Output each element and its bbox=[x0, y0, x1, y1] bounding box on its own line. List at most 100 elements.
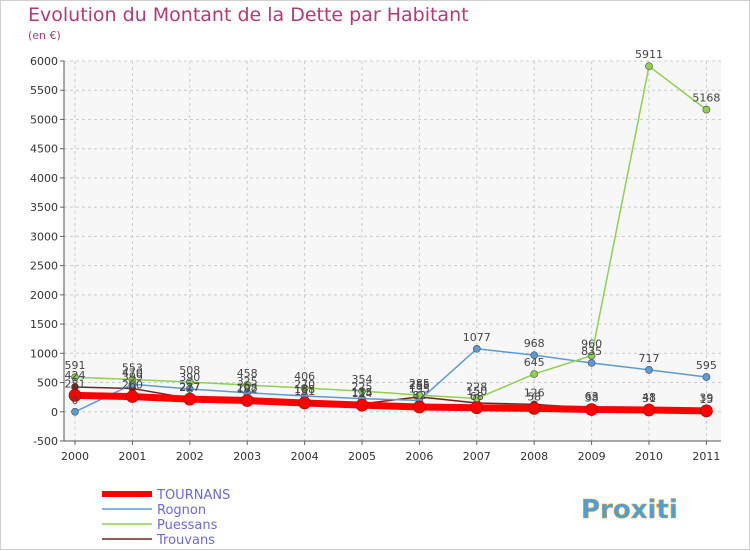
data-point bbox=[183, 392, 197, 406]
data-label: 5168 bbox=[692, 92, 720, 105]
series-rognon bbox=[71, 344, 711, 416]
data-label: 960 bbox=[581, 338, 602, 351]
data-label: 591 bbox=[65, 359, 86, 372]
y-tick-label: 2500 bbox=[30, 260, 58, 273]
data-label: 595 bbox=[696, 359, 717, 372]
data-label: 114 bbox=[352, 387, 373, 400]
grid bbox=[64, 60, 721, 442]
y-tick-label: 3000 bbox=[30, 230, 58, 243]
data-point bbox=[702, 373, 711, 381]
legend-item: Puessans bbox=[102, 518, 218, 533]
legend-item: Rognon bbox=[102, 503, 206, 518]
data-label: 150 bbox=[466, 385, 487, 398]
data-label: 717 bbox=[639, 352, 660, 365]
data-label: 15 bbox=[699, 393, 713, 406]
data-label: 0 bbox=[72, 394, 79, 407]
data-label: 285 bbox=[409, 377, 430, 390]
y-tick-label: -500 bbox=[33, 435, 58, 448]
data-point bbox=[470, 401, 484, 415]
data-label: 68 bbox=[470, 390, 484, 403]
legend-label: Puessans bbox=[157, 518, 218, 533]
data-label: 217 bbox=[179, 381, 200, 394]
y-tick-label: 5500 bbox=[30, 84, 58, 97]
data-label: 835 bbox=[581, 345, 602, 358]
data-label: 188 bbox=[294, 383, 315, 396]
x-tick-label: 2001 bbox=[118, 450, 146, 463]
data-label: 645 bbox=[524, 356, 545, 369]
data-point bbox=[645, 366, 653, 374]
data-label: 1077 bbox=[463, 331, 491, 344]
data-point bbox=[300, 384, 309, 392]
data-point bbox=[530, 370, 539, 378]
series-tournans bbox=[68, 388, 713, 418]
data-point bbox=[700, 404, 713, 418]
series-layer bbox=[68, 62, 713, 418]
x-tick-label: 2006 bbox=[405, 450, 433, 463]
x-tick-label: 2011 bbox=[692, 450, 720, 463]
data-point bbox=[128, 375, 137, 384]
data-label: 126 bbox=[524, 386, 545, 399]
data-label: 39 bbox=[699, 391, 713, 404]
data-label: 255 bbox=[409, 379, 430, 392]
legend-item: Trouvans bbox=[102, 533, 215, 548]
data-label: 553 bbox=[122, 361, 143, 374]
data-point bbox=[298, 396, 311, 410]
legend-label: Rognon bbox=[157, 503, 206, 518]
data-point bbox=[358, 387, 366, 395]
series-line-rognon bbox=[74, 348, 707, 413]
proxiti-logo: Proxiti bbox=[581, 495, 678, 526]
data-label: 192 bbox=[237, 383, 258, 396]
x-tick-label: 2003 bbox=[233, 450, 261, 463]
data-label: 208 bbox=[237, 382, 258, 395]
data-point bbox=[702, 105, 711, 114]
data-point bbox=[71, 373, 79, 382]
data-label: 325 bbox=[237, 375, 258, 388]
y-tick-label: 4000 bbox=[30, 172, 58, 185]
y-tick-label: 1500 bbox=[30, 318, 58, 331]
y-tick-label: 0 bbox=[51, 406, 58, 419]
data-label: 225 bbox=[352, 381, 373, 394]
data-label: 151 bbox=[294, 385, 315, 398]
data-label: 58 bbox=[527, 390, 541, 403]
data-point bbox=[530, 351, 539, 360]
y-tick-label: 500 bbox=[37, 377, 58, 390]
y-tick-label: 5000 bbox=[30, 113, 58, 126]
data-label: 195 bbox=[409, 382, 430, 395]
plot-area bbox=[64, 61, 721, 441]
data-point bbox=[185, 378, 194, 386]
series-line-tournans bbox=[74, 391, 707, 415]
data-label: 406 bbox=[294, 370, 315, 383]
data-point bbox=[240, 394, 254, 407]
data-label: 63 bbox=[585, 390, 599, 403]
data-point bbox=[355, 398, 369, 412]
data-label: 38 bbox=[585, 392, 599, 405]
data-label: 390 bbox=[179, 371, 200, 384]
data-label: 135 bbox=[352, 386, 373, 399]
legend-item: TOURNANS bbox=[102, 488, 230, 503]
data-point bbox=[642, 403, 656, 417]
chart-title: Evolution du Montant de la Dette par Hab… bbox=[28, 4, 469, 26]
series-puessans bbox=[71, 62, 711, 403]
data-label: 270 bbox=[294, 378, 315, 391]
axes: -500050010001500200025003000350040004500… bbox=[30, 55, 721, 463]
data-label: 31 bbox=[642, 392, 656, 405]
data-label: 228 bbox=[466, 380, 487, 393]
x-tick-label: 2000 bbox=[61, 450, 89, 463]
data-label: 968 bbox=[524, 337, 545, 350]
x-tick-label: 2002 bbox=[176, 450, 204, 463]
x-tick-label: 2007 bbox=[463, 450, 491, 463]
logo-text: Proxiti bbox=[581, 495, 678, 525]
y-tick-label: 3500 bbox=[30, 201, 58, 214]
data-label: 227 bbox=[179, 380, 200, 393]
data-label: 399 bbox=[122, 370, 143, 383]
data-label: 5911 bbox=[635, 48, 663, 61]
data-point bbox=[413, 400, 426, 414]
x-tick-label: 2004 bbox=[291, 450, 319, 463]
x-tick-label: 2009 bbox=[578, 450, 606, 463]
data-label: 82 bbox=[412, 389, 426, 402]
x-tick-label: 2008 bbox=[520, 450, 548, 463]
data-label: 281 bbox=[65, 377, 86, 390]
data-point bbox=[126, 390, 139, 403]
